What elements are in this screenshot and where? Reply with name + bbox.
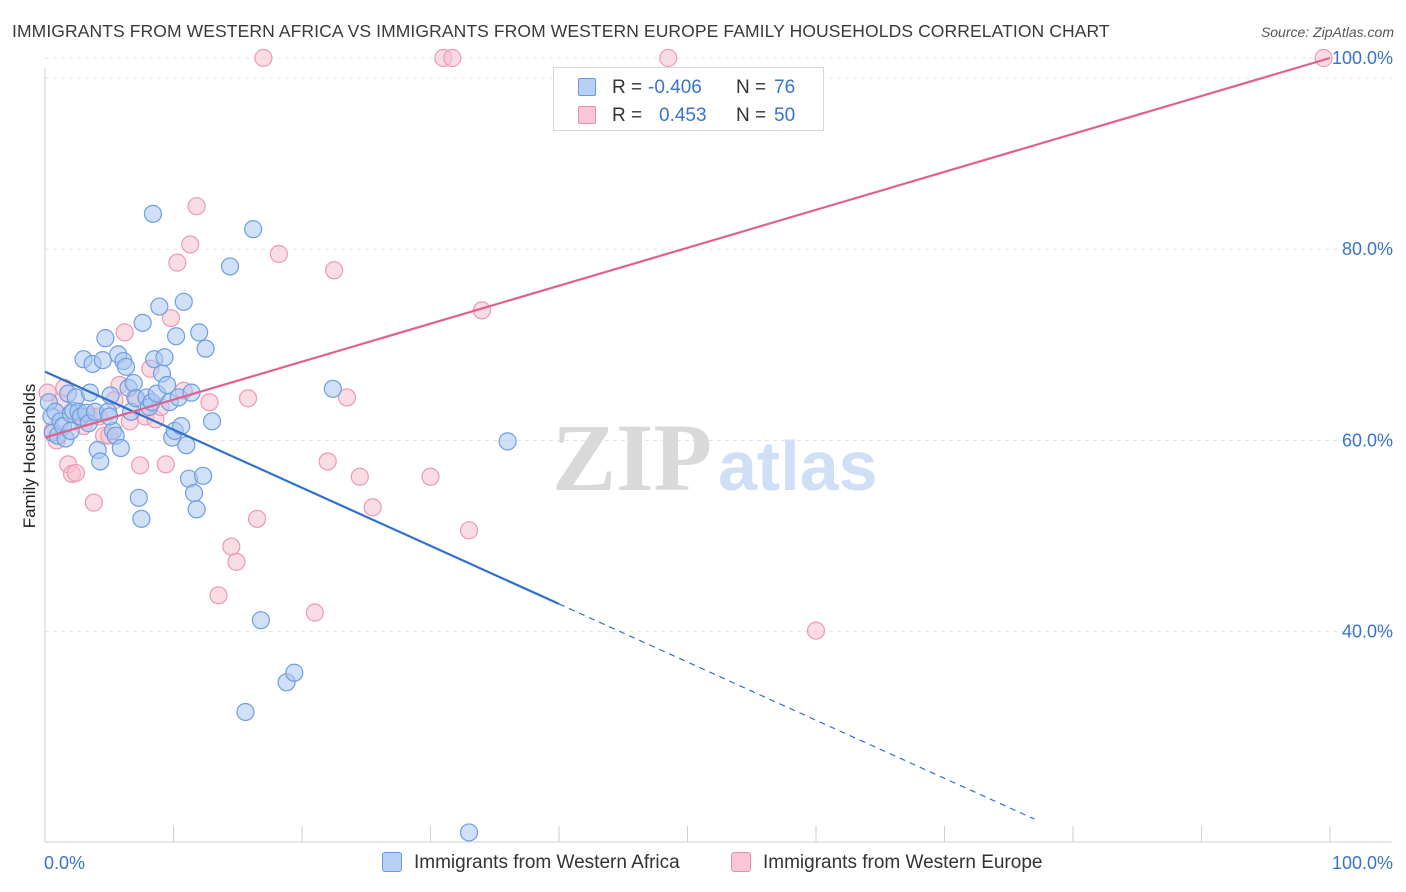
watermark: ZIP atlas [552, 404, 878, 511]
data-point-western-europe [84, 493, 103, 512]
series-name-western-europe: Immigrants from Western Europe [763, 852, 1043, 873]
data-point-western-africa [202, 412, 222, 431]
data-point-western-europe [459, 521, 479, 540]
data-point-western-africa [155, 348, 174, 367]
legend-r-label: R = [612, 77, 643, 98]
data-point-western-africa [184, 483, 204, 503]
data-point-western-europe [187, 197, 206, 216]
watermark-atlas: atlas [718, 427, 878, 505]
data-point-western-europe [269, 244, 288, 264]
source-credit: Source: ZipAtlas.com [1260, 24, 1394, 40]
data-point-western-africa [236, 702, 255, 722]
data-point-western-europe [200, 393, 219, 412]
data-point-western-africa [220, 257, 240, 276]
legend-r-value: -0.406 [648, 77, 702, 98]
data-point-western-africa [174, 292, 193, 311]
data-point-western-europe [209, 586, 228, 605]
data-point-western-africa [196, 339, 215, 358]
data-point-western-europe [806, 621, 826, 640]
legend-row-western-europe: R = 0.453 N = 50 [554, 101, 823, 129]
data-point-western-africa [129, 488, 148, 507]
legend-n-value: 76 [774, 77, 796, 98]
data-point-western-europe [443, 48, 462, 68]
tick-labels: 40.0% 60.0% 80.0% 100.0% 0.0% 100.0% [44, 48, 1393, 873]
data-point-western-africa [132, 509, 151, 528]
series-legend-western-africa: Immigrants from Western Africa [382, 852, 680, 874]
legend-r-label: R = [612, 105, 643, 126]
data-point-western-europe [168, 253, 187, 272]
data-point-western-africa [124, 373, 143, 393]
data-point-western-europe [325, 261, 344, 280]
data-point-western-europe [66, 463, 85, 483]
data-point-western-africa [323, 379, 342, 398]
legend-swatch-pink [578, 106, 596, 124]
data-point-western-africa [116, 357, 136, 376]
data-point-western-europe [659, 48, 678, 68]
data-point-western-africa [244, 220, 263, 239]
series-name-western-africa: Immigrants from Western Africa [414, 852, 680, 873]
data-point-western-europe [363, 498, 382, 517]
data-point-western-europe [156, 455, 175, 474]
data-point-western-africa [193, 466, 213, 485]
trend-line-western-africa-extrapolated [558, 603, 1035, 820]
data-point-western-africa [96, 329, 115, 348]
data-point-western-africa [111, 438, 130, 458]
trend-line-western-europe [44, 56, 1331, 439]
data-point-western-africa [498, 432, 517, 451]
data-point-western-africa [133, 313, 152, 332]
data-point-western-africa [91, 452, 110, 471]
data-point-western-europe [350, 467, 369, 486]
series-western-europe [38, 48, 1333, 640]
data-point-western-africa [251, 611, 270, 630]
series-swatch-blue [382, 852, 402, 872]
legend-swatch-blue [578, 78, 596, 96]
data-point-western-africa [150, 297, 169, 316]
legend-n-label: N = [736, 77, 767, 98]
y-tick-label: 80.0% [1342, 239, 1393, 259]
axes [44, 68, 1392, 843]
data-point-western-europe [305, 603, 324, 622]
chart-title: IMMIGRANTS FROM WESTERN AFRICA VS IMMIGR… [12, 21, 1110, 41]
legend-n-label: N = [736, 105, 767, 126]
data-point-western-africa [143, 204, 163, 223]
data-point-western-africa [177, 436, 196, 455]
trend-lines [44, 56, 1331, 820]
trend-line-western-africa [44, 370, 560, 605]
data-point-western-africa [166, 327, 186, 346]
data-point-western-europe [227, 552, 246, 571]
data-point-western-africa [93, 351, 112, 370]
data-point-western-europe [421, 467, 440, 486]
data-point-western-europe [181, 235, 200, 254]
x-tick-label: 100.0% [1332, 853, 1393, 873]
data-point-western-europe [247, 509, 267, 528]
data-point-western-africa [459, 823, 479, 842]
y-tick-label: 40.0% [1342, 622, 1393, 642]
data-point-western-europe [161, 308, 181, 328]
data-point-western-europe [222, 537, 241, 556]
data-point-western-europe [337, 388, 357, 407]
data-point-western-europe [115, 323, 134, 342]
data-point-western-europe [254, 48, 273, 68]
legend-n-value: 50 [774, 105, 796, 126]
series-western-africa [39, 204, 517, 842]
data-point-western-europe [130, 456, 150, 475]
y-tick-label: 100.0% [1332, 48, 1393, 68]
data-point-western-europe [238, 389, 258, 408]
data-point-western-europe [318, 452, 337, 471]
series-legend-western-europe: Immigrants from Western Europe [731, 852, 1042, 874]
y-tick-label: 60.0% [1342, 430, 1393, 450]
correlation-legend: R = -0.406 N = 76 R = 0.453 N = 50 [553, 67, 824, 131]
watermark-zip: ZIP [552, 404, 712, 511]
gridlines [45, 57, 1392, 633]
series-swatch-pink [731, 852, 751, 872]
data-point-western-africa [190, 323, 209, 342]
legend-r-value: 0.453 [659, 105, 707, 126]
x-tick-label: 0.0% [44, 853, 85, 873]
data-point-western-africa [285, 663, 304, 682]
legend-row-western-africa: R = -0.406 N = 76 [554, 73, 823, 101]
data-point-western-africa [187, 500, 206, 519]
